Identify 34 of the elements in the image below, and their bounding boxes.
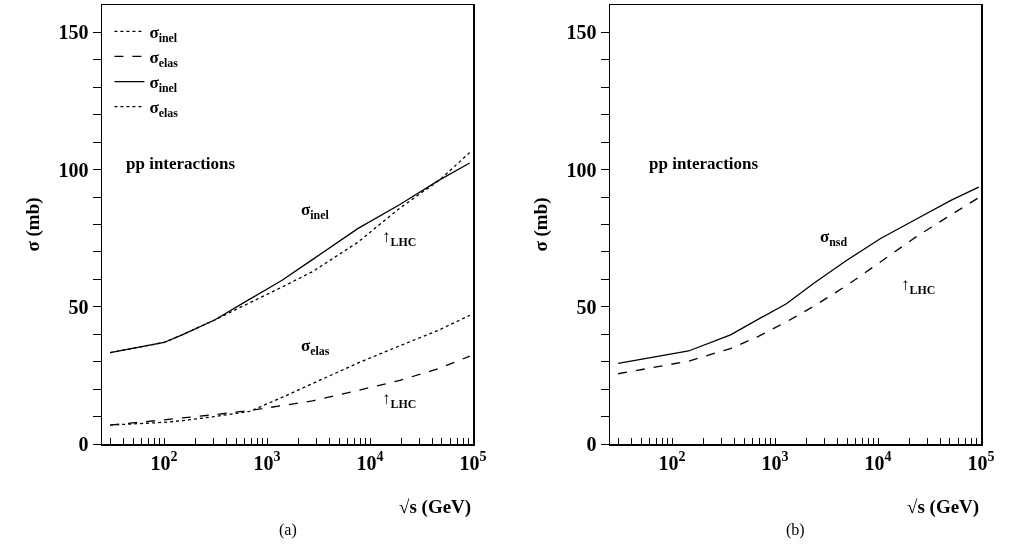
annotation: σ$_{nsd}$ [820, 227, 848, 249]
text: (b) [786, 521, 805, 539]
x-tick-label: 10$^{4}$ [356, 449, 384, 474]
x-tick-label: 10$^{2}$ [658, 449, 686, 474]
annotation: pp interactions [126, 154, 236, 173]
legend-label: σ$_{elas}$ [149, 98, 179, 120]
x-axis-title: √s (GeV) [399, 496, 472, 518]
y-tick-label: 100 [566, 158, 597, 181]
y-tick-label: 150 [58, 21, 89, 44]
x-tick-label: 10$^{2}$ [150, 449, 178, 474]
y-tick-label: 100 [58, 158, 89, 181]
annotation: ↑$_{LHC}$ [901, 275, 936, 297]
x-tick-label: 10$^{3}$ [761, 449, 789, 474]
text: (a) [279, 521, 297, 539]
x-axis-title: √s (GeV) [907, 496, 980, 518]
x-tick-label: 10$^{4}$ [864, 449, 892, 474]
y-tick-label: 150 [566, 21, 597, 44]
legend-label: σ$_{inel}$ [149, 22, 178, 45]
legend-label: σ$_{elas}$ [149, 48, 179, 70]
x-tick-label: 10$^{5}$ [459, 449, 487, 474]
x-tick-label: 10$^{3}$ [253, 449, 281, 474]
y-axis-title: σ (mb) [21, 197, 44, 252]
x-tick-label: 10$^{5}$ [967, 449, 995, 474]
y-tick-label: 0 [78, 433, 89, 455]
annotation: ↑$_{LHC}$ [382, 227, 417, 249]
legend-label: σ$_{inel}$ [149, 73, 178, 95]
annotation: σ$_{inel}$ [301, 200, 330, 222]
y-axis-title: σ (mb) [529, 197, 552, 252]
annotation: pp interactions [649, 154, 759, 173]
annotation: ↑$_{LHC}$ [382, 389, 417, 411]
y-tick-label: 50 [576, 295, 597, 318]
annotation: σ$_{elas}$ [301, 336, 330, 358]
y-tick-label: 0 [586, 433, 597, 455]
y-tick-label: 50 [68, 295, 89, 318]
